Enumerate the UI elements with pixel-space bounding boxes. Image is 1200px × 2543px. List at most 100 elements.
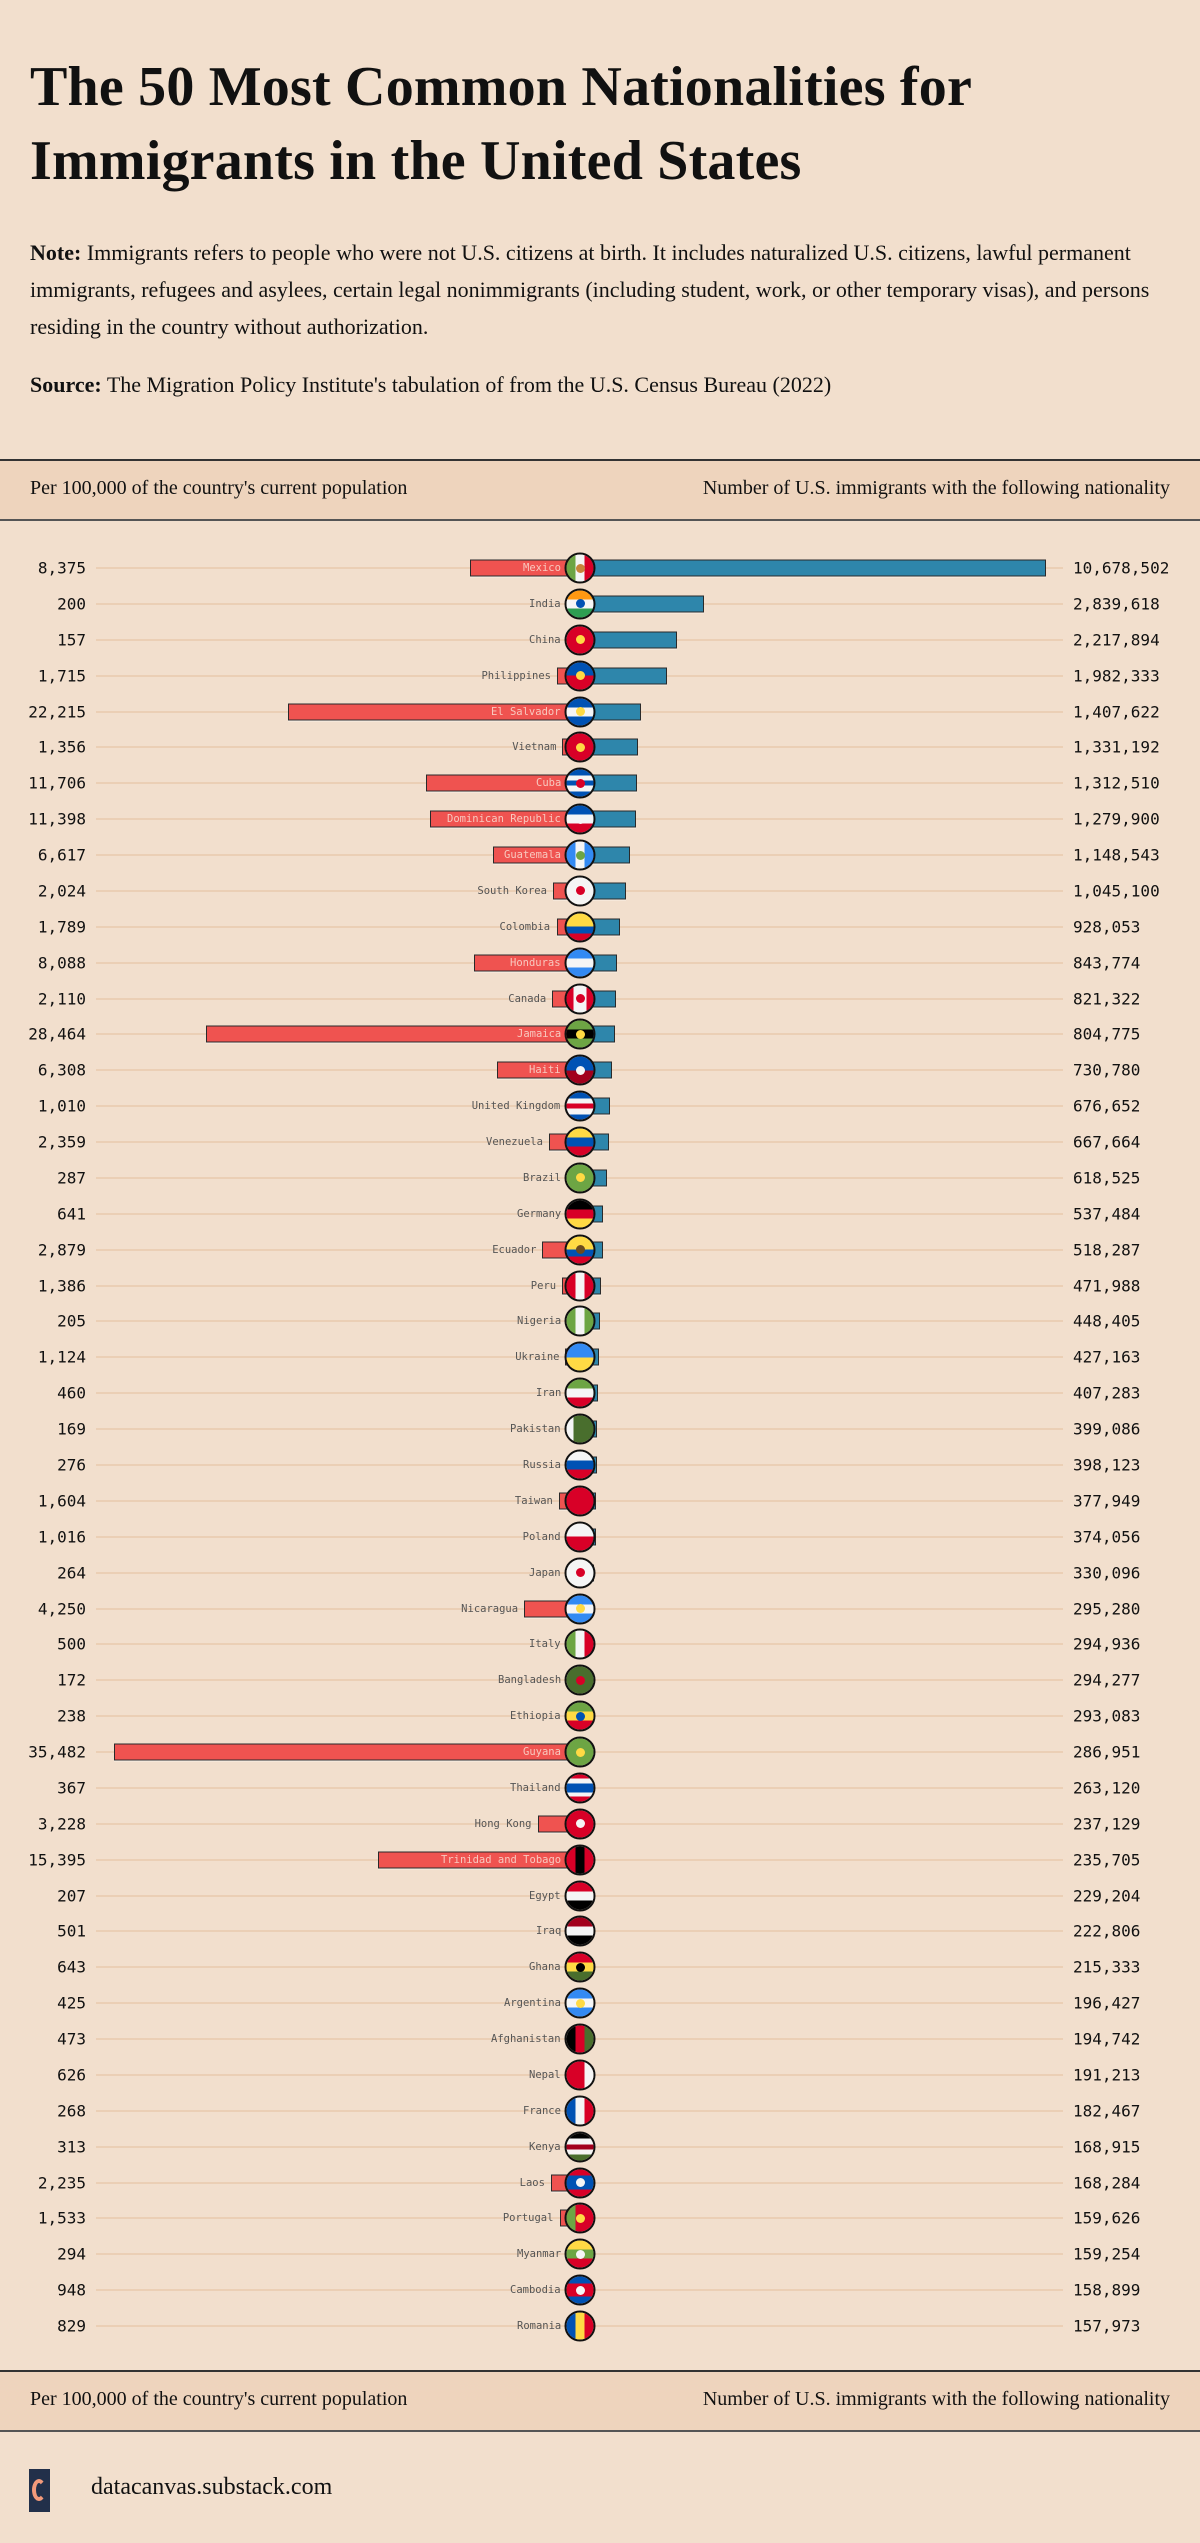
immigrant-count-value: 2,217,894	[1073, 630, 1160, 650]
title-line-2: Immigrants in the United States	[30, 130, 802, 192]
column-header-top: Per 100,000 of the country's current pop…	[0, 459, 1200, 521]
flag-laos-icon	[564, 2167, 596, 2199]
country-label: Nigeria	[517, 1315, 562, 1328]
per-capita-value: 1,533	[37, 2208, 86, 2228]
immigrant-count-bar	[580, 559, 1046, 577]
country-label: Vietnam	[512, 741, 557, 754]
flag-cuba-icon	[564, 767, 596, 799]
per-capita-value: 626	[57, 2065, 86, 2085]
immigrant-count-value: 330,096	[1073, 1563, 1141, 1583]
per-capita-value: 11,706	[28, 773, 86, 793]
immigrant-count-value: 537,484	[1073, 1204, 1141, 1224]
per-capita-value: 157	[57, 630, 86, 650]
flag-india-icon	[564, 588, 596, 620]
flag-mexico-icon	[564, 552, 596, 584]
country-label: Afghanistan	[491, 2033, 561, 2046]
per-capita-value: 500	[57, 1634, 86, 1654]
country-label: Portugal	[502, 2212, 554, 2225]
flag-brazil-icon	[564, 1162, 596, 1194]
flag-peru-icon	[564, 1270, 596, 1302]
per-capita-value: 1,124	[37, 1347, 86, 1367]
per-capita-value: 2,024	[37, 881, 86, 901]
country-label: Guyana	[523, 1746, 561, 1759]
flag-egypt-icon	[564, 1880, 596, 1912]
per-capita-value: 1,356	[37, 737, 86, 757]
per-capita-value: 1,789	[37, 917, 86, 937]
immigrant-count-value: 168,915	[1073, 2137, 1141, 2157]
per-capita-value: 22,215	[28, 702, 86, 722]
flag-colombia-icon	[564, 911, 596, 943]
flag-iraq-icon	[564, 1915, 596, 1947]
immigrant-count-value: 2,839,618	[1073, 594, 1160, 614]
immigrant-count-value: 398,123	[1073, 1455, 1141, 1475]
flag-philippines-icon	[564, 660, 596, 692]
immigrant-count-value: 293,083	[1073, 1706, 1141, 1726]
country-label: Philippines	[481, 669, 552, 682]
per-capita-value: 276	[57, 1455, 86, 1475]
per-capita-value: 205	[57, 1311, 86, 1331]
left-column-label: Per 100,000 of the country's current pop…	[30, 2388, 408, 2410]
per-capita-value: 501	[57, 1921, 86, 1941]
immigrant-count-value: 1,407,622	[1073, 702, 1160, 722]
country-label: Cuba	[536, 777, 562, 790]
flag-china-icon	[564, 624, 596, 656]
immigrant-count-value: 427,163	[1073, 1347, 1141, 1367]
per-capita-value: 1,386	[37, 1276, 86, 1296]
flag-japan-icon	[564, 1557, 596, 1589]
country-label: Poland	[522, 1530, 561, 1543]
country-label: Thailand	[510, 1781, 561, 1794]
country-label: Nicaragua	[461, 1602, 519, 1615]
per-capita-value: 294	[57, 2244, 86, 2264]
country-label: Ukraine	[515, 1351, 560, 1364]
immigrant-count-bar	[580, 595, 704, 613]
immigrant-count-value: 821,322	[1073, 989, 1141, 1009]
immigrant-count-value: 676,652	[1073, 1096, 1141, 1116]
flag-trinidad-and-tobago-icon	[564, 1844, 596, 1876]
country-label: Mexico	[523, 562, 561, 574]
flag-portugal-icon	[564, 2202, 596, 2234]
per-capita-value: 264	[57, 1563, 86, 1583]
per-capita-value: 169	[57, 1419, 86, 1439]
country-label: South Korea	[477, 884, 547, 897]
source: Source: The Migration Policy Institute's…	[30, 372, 831, 398]
source-label: Source:	[30, 372, 102, 397]
flag-south-korea-icon	[564, 875, 596, 907]
flag-cambodia-icon	[564, 2274, 596, 2306]
immigrant-count-value: 158,899	[1073, 2280, 1141, 2300]
flag-ghana-icon	[564, 1951, 596, 1983]
flag-honduras-icon	[564, 947, 596, 979]
flag-united-kingdom-icon	[564, 1090, 596, 1122]
flag-dominican-republic-icon	[564, 803, 596, 835]
per-capita-value: 643	[57, 1957, 86, 1977]
footer-site: datacanvas.substack.com	[91, 2474, 333, 2500]
title-line-1: The 50 Most Common Nationalities for	[30, 56, 973, 118]
immigrant-count-value: 928,053	[1073, 917, 1141, 937]
flag-russia-icon	[564, 1449, 596, 1481]
note-label: Note:	[30, 240, 82, 265]
country-label: United Kingdom	[471, 1100, 561, 1113]
immigrant-count-value: 1,045,100	[1073, 881, 1160, 901]
immigrant-count-value: 1,312,510	[1073, 773, 1160, 793]
per-capita-value: 207	[57, 1886, 86, 1906]
country-label: Honduras	[510, 956, 561, 969]
per-capita-value: 3,228	[37, 1814, 86, 1834]
flag-nigeria-icon	[564, 1305, 596, 1337]
country-label: Nepal	[529, 2068, 561, 2081]
flag-thailand-icon	[564, 1772, 596, 1804]
country-label: Haiti	[529, 1064, 561, 1077]
flag-canada-icon	[564, 983, 596, 1015]
flag-jamaica-icon	[564, 1018, 596, 1050]
country-label: Jamaica	[517, 1028, 562, 1041]
per-capita-value: 28,464	[28, 1024, 86, 1044]
immigrant-count-value: 377,949	[1073, 1491, 1141, 1511]
right-column-label: Number of U.S. immigrants with the follo…	[702, 2388, 1170, 2410]
country-label: Brazil	[523, 1171, 561, 1184]
per-capita-value: 2,235	[37, 2173, 86, 2193]
country-label: Romania	[517, 2320, 562, 2333]
immigrant-count-value: 1,982,333	[1073, 666, 1160, 686]
immigrant-count-value: 196,427	[1073, 1993, 1141, 2013]
per-capita-value: 425	[57, 1993, 86, 2013]
per-capita-value: 2,110	[37, 989, 86, 1009]
note: Note: Immigrants refers to people who we…	[30, 234, 1180, 345]
